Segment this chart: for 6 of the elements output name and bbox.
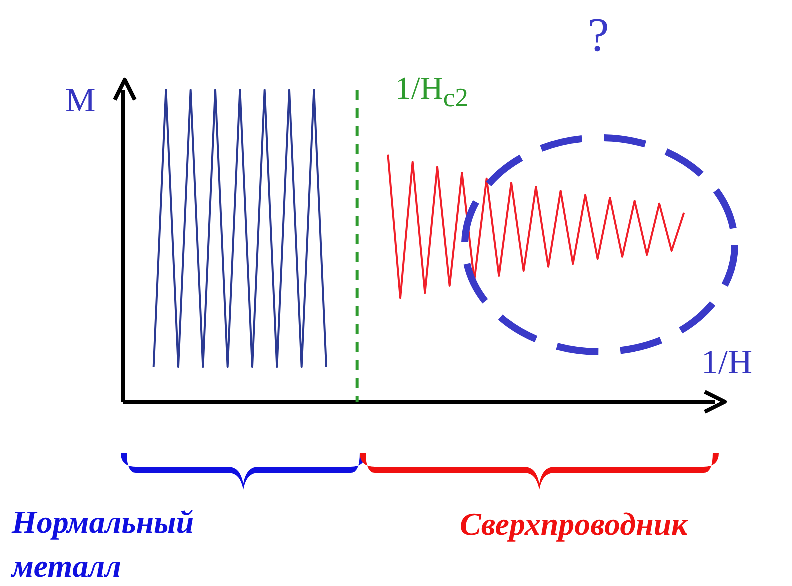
text: 1/H$_{c2}$ [395,70,468,112]
text: Сверхпроводник [460,506,688,543]
text: ? [588,8,610,63]
x-axis-title: 1/H [702,344,752,382]
text: Нормальный металл [12,503,196,586]
y-axis-title: M [66,82,96,120]
